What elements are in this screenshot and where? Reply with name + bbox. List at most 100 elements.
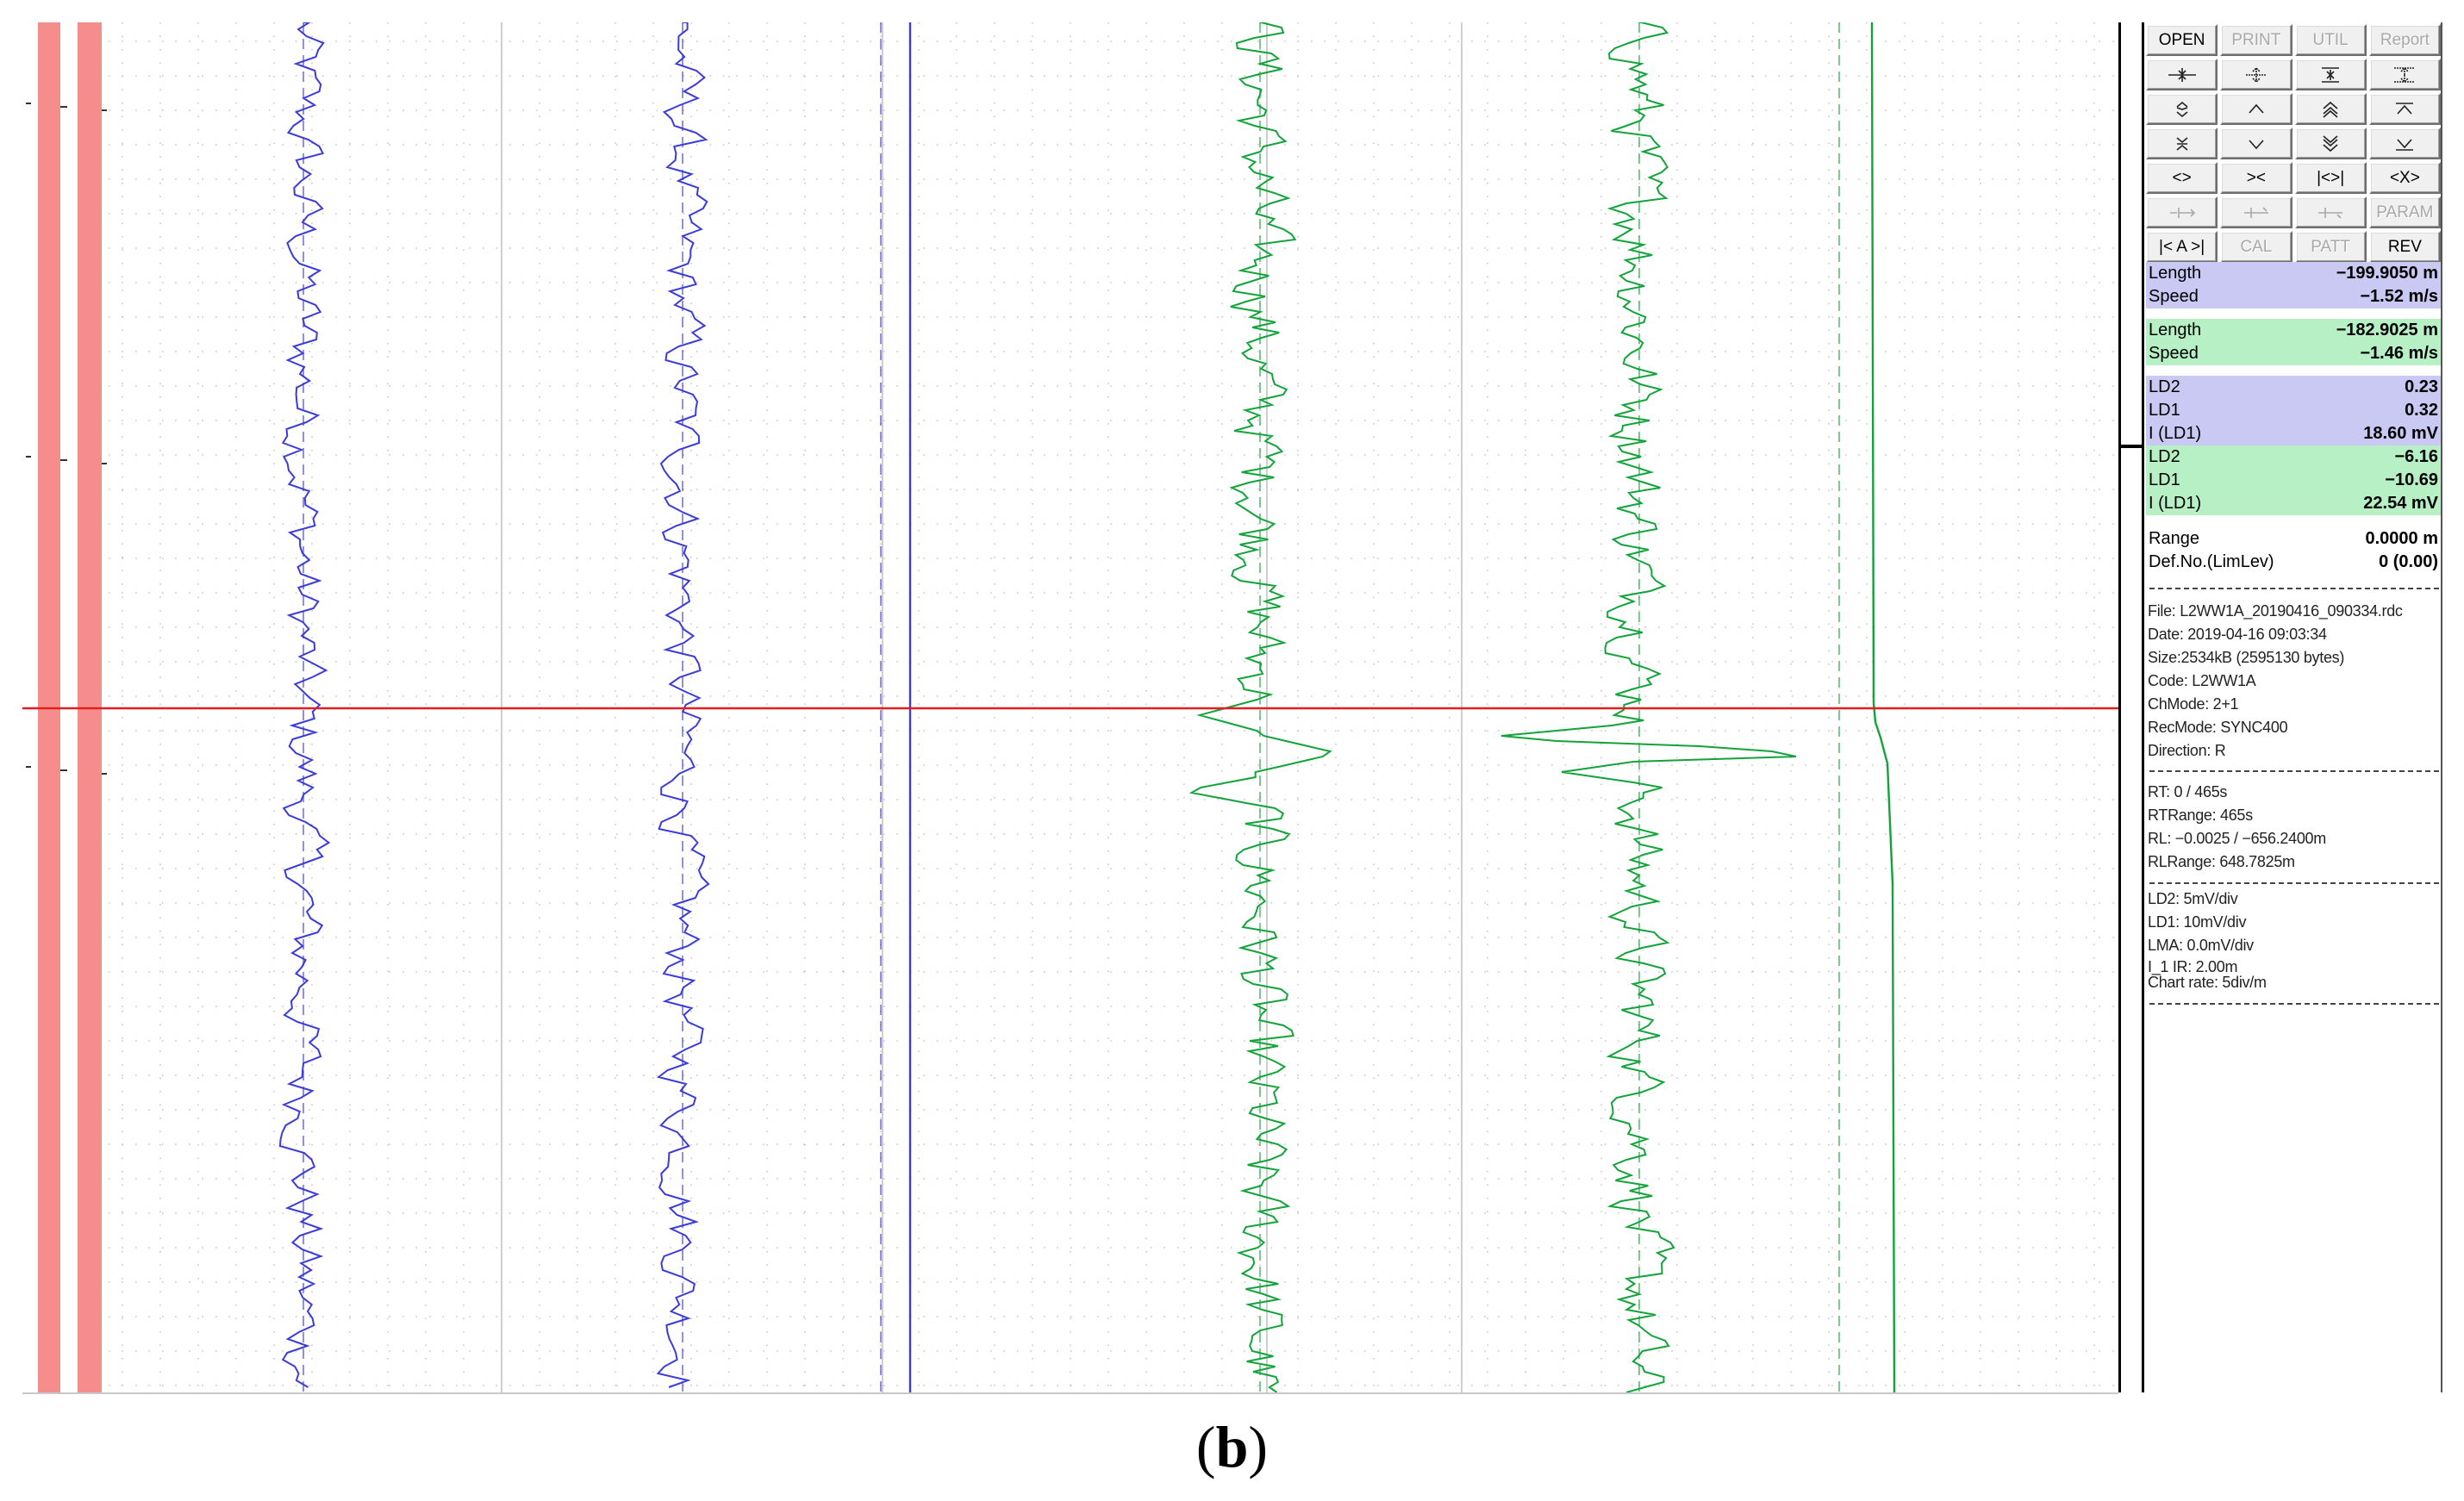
signal-chart-area[interactable]: [22, 22, 2118, 1394]
readout-label: Length: [2149, 264, 2202, 283]
expand-from-line-button[interactable]: [2368, 59, 2441, 90]
filter-up-button[interactable]: [2220, 196, 2292, 228]
collapse-vertical-button[interactable]: [2146, 59, 2218, 90]
figure-caption: (b): [1195, 1414, 1269, 1479]
info-line: RT: 0 / 465s: [2148, 783, 2228, 800]
util-button[interactable]: UTIL: [2294, 24, 2367, 56]
channel-readout: LD2 0.23 LD1 0.32 I (LD1) 18.60 mV LD2 −…: [2146, 376, 2441, 515]
chevron-up-icon: [2249, 103, 2264, 114]
info-line: LD1: 10mV/div: [2148, 913, 2247, 931]
symbol-button[interactable]: |<>|: [2294, 162, 2367, 194]
readout-value: 0.23: [2405, 377, 2438, 396]
readout-label: Speed: [2149, 344, 2199, 363]
readout-label: Def.No.(LimLev): [2149, 552, 2274, 571]
symbol-button[interactable]: <>: [2146, 162, 2218, 194]
print-button[interactable]: PRINT: [2220, 24, 2292, 56]
chevron-down-icon: [2249, 139, 2264, 149]
param-button[interactable]: PARAM: [2368, 196, 2441, 228]
signal-chart[interactable]: [22, 22, 2118, 1392]
x-button[interactable]: <X>: [2368, 162, 2441, 194]
jump-to-top-icon: [2396, 102, 2414, 115]
jump-to-top-button[interactable]: [2368, 93, 2441, 125]
readout-label: Speed: [2149, 287, 2199, 306]
double-chevron-up-button[interactable]: [2294, 93, 2367, 125]
readout-value: 0.32: [2405, 401, 2438, 420]
info-line: RL: −0.0025 / −656.2400m: [2148, 830, 2326, 847]
scroll-position-marker[interactable]: [2121, 445, 2142, 448]
button-label: PATT: [2311, 237, 2350, 256]
blue-position-readout: Length −199.9050 m Speed −1.52 m/s: [2146, 262, 2441, 308]
readout-label: LD1: [2149, 401, 2180, 420]
readout-value: 0.0000 m: [2365, 529, 2438, 548]
readout-label: LD2: [2149, 447, 2180, 466]
double-chevron-down-icon: [2323, 134, 2338, 152]
readout-label: LD2: [2149, 377, 2180, 396]
rev-button[interactable]: REV: [2368, 231, 2441, 263]
readout-label: LD1: [2149, 470, 2180, 489]
zoom-out-vertical-button[interactable]: [2146, 128, 2218, 159]
separator: [2149, 588, 2439, 589]
info-line: LD2: 5mV/div: [2148, 890, 2238, 907]
readout-row: I (LD1) 22.54 mV: [2146, 492, 2441, 515]
green-position-readout: Length −182.9025 m Speed −1.46 m/s: [2146, 319, 2441, 365]
info-line: LMA: 0.0mV/div: [2148, 937, 2254, 954]
zoom-in-vertical-button[interactable]: [2146, 93, 2218, 125]
time-info: RT: 0 / 465s RTRange: 465s RL: −0.0025 /…: [2148, 781, 2439, 874]
expand-vertical-button[interactable]: [2220, 59, 2292, 90]
info-line: RTRange: 465s: [2148, 807, 2253, 824]
report-button[interactable]: Report: [2368, 24, 2441, 56]
readout-value: 18.60 mV: [2363, 424, 2438, 443]
patt-button[interactable]: PATT: [2294, 231, 2367, 263]
double-chevron-down-button[interactable]: [2294, 128, 2367, 159]
button-label: Report: [2380, 30, 2430, 49]
chevron-up-button[interactable]: [2220, 93, 2292, 125]
readout-row: LD1 −10.69: [2146, 469, 2441, 492]
open-button[interactable]: OPEN: [2146, 24, 2218, 56]
expand-from-line-icon: [2394, 66, 2416, 83]
cal-button[interactable]: CAL: [2220, 231, 2292, 263]
readout-value: 22.54 mV: [2363, 494, 2438, 513]
readout-row: I (LD1) 18.60 mV: [2146, 422, 2441, 445]
info-line: Direction: R: [2148, 742, 2226, 759]
info-line: Date: 2019-04-16 09:03:34: [2148, 626, 2327, 643]
scroll-position-bar[interactable]: [2118, 22, 2144, 1392]
button-label: ><: [2246, 168, 2266, 187]
zoom-in-vertical-icon: [2176, 101, 2188, 117]
readout-label: I (LD1): [2149, 424, 2202, 443]
info-line: Code: L2WW1A: [2148, 672, 2256, 689]
double-chevron-up-icon: [2323, 101, 2338, 118]
range-readout: Range 0.0000 m Def.No.(LimLev) 0 (0.00): [2146, 527, 2441, 574]
readout-label: I (LD1): [2149, 494, 2202, 513]
filter-down-button[interactable]: [2294, 196, 2367, 228]
chevron-down-button[interactable]: [2220, 128, 2292, 159]
collapse-to-line-icon: [2322, 66, 2340, 83]
button-label: CAL: [2240, 237, 2273, 256]
filter-up-icon: [2243, 206, 2268, 218]
readout-value: −6.16: [2394, 447, 2438, 466]
jump-to-bottom-button[interactable]: [2368, 128, 2441, 159]
info-line: ChMode: 2+1: [2148, 695, 2239, 713]
button-label: <X>: [2389, 168, 2420, 187]
button-label: PARAM: [2376, 202, 2434, 221]
button-label: <>: [2172, 168, 2192, 187]
readout-value: −1.52 m/s: [2360, 287, 2438, 306]
expand-vertical-icon: [2245, 66, 2267, 83]
readout-label: Range: [2149, 529, 2199, 548]
info-line: File: L2WW1A_20190416_090334.rdc: [2148, 602, 2403, 620]
a-button[interactable]: |< A >|: [2146, 231, 2218, 263]
collapse-to-line-button[interactable]: [2294, 59, 2367, 90]
button-label: |< A >|: [2159, 237, 2205, 256]
info-line: Size:2534kB (2595130 bytes): [2148, 649, 2345, 666]
readout-value: −1.46 m/s: [2360, 344, 2438, 363]
readout-row: Length −182.9025 m: [2146, 319, 2441, 342]
readout-row: Def.No.(LimLev) 0 (0.00): [2146, 551, 2441, 574]
readout-row: LD2 −6.16: [2146, 445, 2441, 469]
readout-row: LD2 0.23: [2146, 376, 2441, 399]
filter-wide-button[interactable]: [2146, 196, 2218, 228]
zoom-out-vertical-icon: [2176, 136, 2188, 151]
symbol-button[interactable]: ><: [2220, 162, 2292, 194]
blue-trace-ld1: [656, 22, 710, 1388]
filter-wide-icon: [2169, 207, 2195, 218]
separator: [2149, 770, 2439, 772]
separator: [2149, 882, 2439, 884]
